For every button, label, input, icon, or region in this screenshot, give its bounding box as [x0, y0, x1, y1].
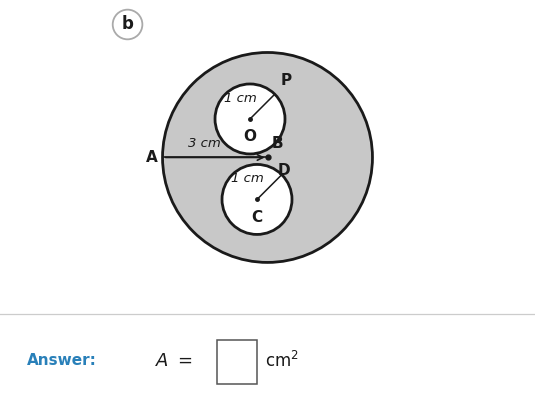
Text: 1 cm: 1 cm	[224, 92, 257, 105]
Text: $A\ =$: $A\ =$	[155, 352, 193, 370]
Text: C: C	[251, 210, 263, 225]
Text: B: B	[272, 136, 284, 151]
Text: D: D	[277, 163, 290, 178]
Text: O: O	[243, 129, 256, 144]
Circle shape	[222, 164, 292, 234]
Text: b: b	[121, 15, 133, 33]
Text: $\mathrm{cm}^2$: $\mathrm{cm}^2$	[265, 351, 299, 371]
Text: A: A	[146, 150, 157, 165]
Circle shape	[215, 84, 285, 154]
Text: Answer:: Answer:	[27, 353, 97, 368]
Text: 1 cm: 1 cm	[231, 172, 264, 185]
FancyBboxPatch shape	[217, 340, 257, 384]
Text: P: P	[281, 73, 292, 88]
Circle shape	[163, 53, 372, 262]
Text: 3 cm: 3 cm	[188, 137, 221, 150]
